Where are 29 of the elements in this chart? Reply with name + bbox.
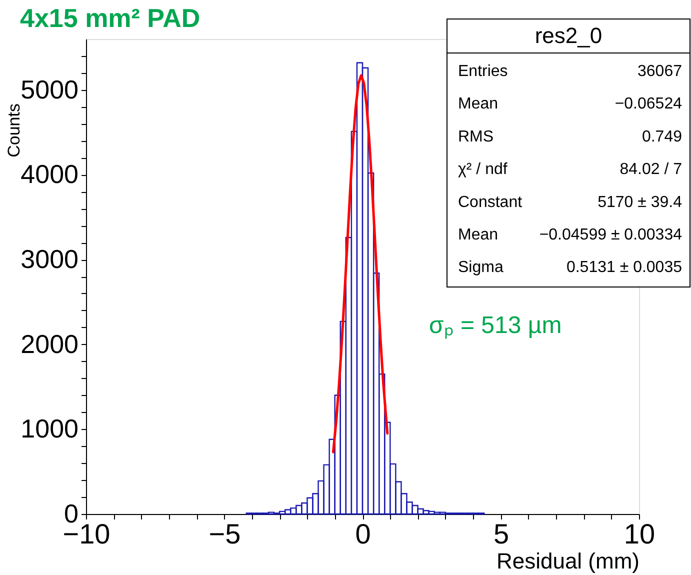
annotation: σₚ = 513 µm [429, 312, 562, 339]
annotation: 36067 [638, 63, 682, 80]
annotation: −0.06524 [614, 96, 682, 113]
annotation: Entries [458, 63, 508, 80]
annotation: res2_0 [534, 23, 602, 48]
y-tick-label: 2000 [20, 328, 78, 359]
y-tick-label: 3000 [20, 244, 78, 274]
annotation: −0.04599 ± 0.00334 [539, 226, 682, 244]
line-series [332, 74, 389, 454]
annotation: RMS [458, 128, 494, 146]
y-tick-label: 1000 [20, 414, 78, 444]
annotation: Mean [458, 96, 498, 113]
x-tick-label: −5 [208, 518, 241, 550]
annotation: Sigma [458, 259, 504, 276]
text: 0.749 [642, 128, 682, 146]
y-tick-label: 4000 [20, 159, 78, 190]
annotation: Mean [458, 226, 498, 244]
annotation: χ² / ndf [458, 161, 508, 178]
x-tick-label: 5 [493, 518, 510, 550]
annotation: 0.5131 ± 0.0035 [566, 259, 682, 276]
annotation: 5170 ± 39.4 [598, 194, 682, 211]
chart-title: 4x15 mm² PAD [20, 3, 200, 33]
y-axis-title: Counts [4, 104, 24, 158]
y-tick-label: 5000 [20, 74, 78, 104]
annotation: 84.02 / 7 [620, 161, 682, 178]
x-tick-label: 10 [624, 518, 656, 550]
annotation: Constant [458, 194, 523, 211]
x-tick-label: 0 [355, 518, 371, 550]
x-axis-title: Residual (mm) [496, 548, 640, 574]
